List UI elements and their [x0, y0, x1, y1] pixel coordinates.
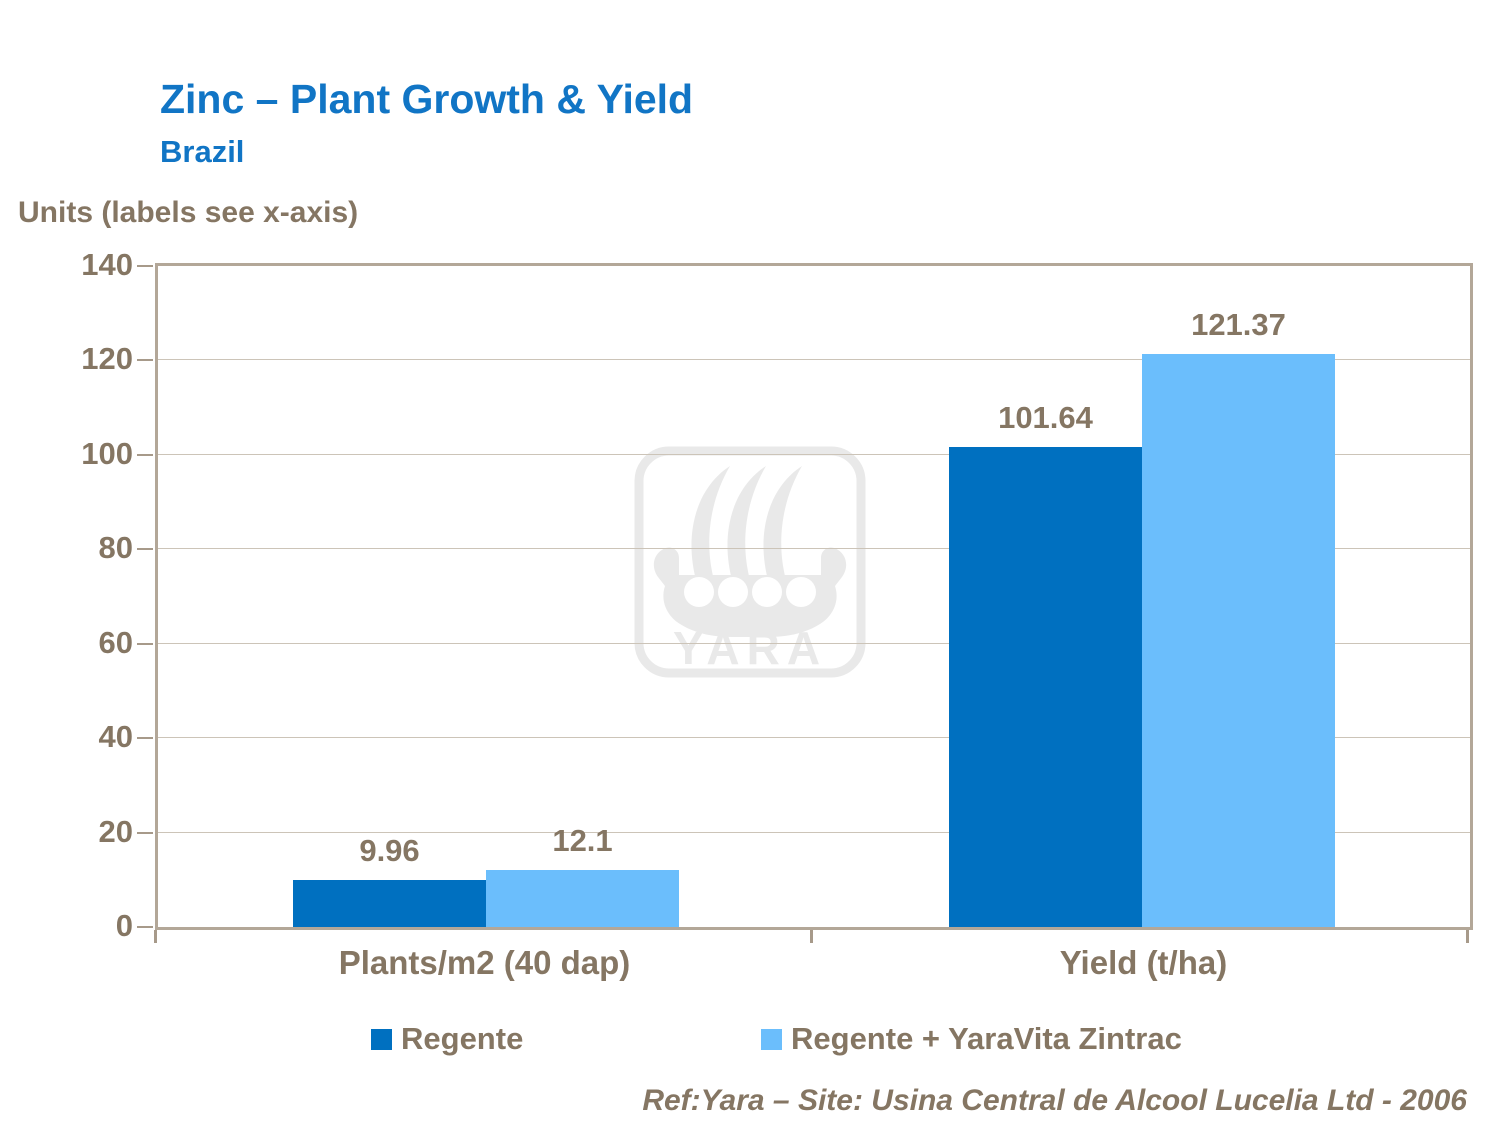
bar-value-label: 121.37 — [1191, 306, 1286, 342]
plot-area: YARA 9.96 101.64 12.1 121.37 — [155, 263, 1473, 930]
bar-regente-yaravita-zintrac — [1142, 353, 1335, 927]
legend-label-zintrac: Regente + YaraVita Zintrac — [791, 1021, 1182, 1056]
legend-swatch-zintrac — [761, 1028, 782, 1050]
bar-regente — [293, 879, 486, 927]
page-subtitle: Brazil — [160, 134, 245, 169]
watermark-border — [634, 446, 866, 678]
gridline — [158, 359, 1470, 361]
gridline — [158, 642, 1470, 644]
legend-item-regente: Regente — [371, 1021, 524, 1056]
gridline — [158, 548, 1470, 550]
gridline — [158, 737, 1470, 739]
y-tick-mark — [137, 265, 153, 267]
y-tick-label: 0 — [115, 908, 133, 943]
y-tick-label: 120 — [81, 341, 133, 377]
y-tick-mark — [137, 642, 153, 645]
page-title: Zinc – Plant Growth & Yield — [160, 76, 694, 122]
x-category-label-1: Plants/m2 (40 dap) — [338, 944, 631, 981]
reference-note: Ref:Yara – Site: Usina Central de Alcool… — [642, 1084, 1467, 1117]
watermark-shields — [684, 577, 816, 607]
bar-value-label: 12.1 — [552, 822, 613, 858]
legend-label-regente: Regente — [401, 1021, 524, 1056]
x-tick-mark — [810, 930, 813, 943]
legend-item-zintrac: Regente + YaraVita Zintrac — [761, 1021, 1182, 1056]
y-tick-mark — [137, 831, 153, 834]
y-tick-mark — [137, 548, 153, 551]
x-tick-mark — [1466, 930, 1469, 943]
yara-watermark-logo: YARA — [634, 446, 866, 678]
y-tick-mark — [137, 453, 153, 456]
bar-value-label: 101.64 — [998, 400, 1093, 436]
y-tick-mark — [137, 926, 153, 928]
y-tick-label: 80 — [98, 530, 133, 566]
gridline — [158, 453, 1470, 455]
bar-value-label: 9.96 — [359, 832, 420, 868]
y-tick-mark — [137, 737, 153, 740]
watermark-sails — [691, 466, 802, 580]
watermark-text: YARA — [673, 622, 827, 674]
y-tick-label: 40 — [98, 719, 133, 755]
y-tick-label: 140 — [81, 247, 133, 282]
bar-regente — [949, 447, 1142, 927]
watermark-ship-hull — [653, 547, 847, 637]
x-tick-mark — [154, 930, 157, 943]
legend-swatch-regente — [371, 1028, 392, 1050]
bar-regente-yaravita-zintrac — [486, 869, 679, 927]
y-tick-label: 60 — [98, 624, 133, 660]
y-tick-label: 20 — [98, 813, 133, 849]
x-category-label-2: Yield (t/ha) — [1059, 944, 1228, 981]
gridline — [158, 831, 1470, 833]
y-tick-label: 100 — [81, 435, 133, 471]
y-axis-title: Units (labels see x-axis) — [18, 196, 359, 229]
y-tick-mark — [137, 359, 153, 362]
